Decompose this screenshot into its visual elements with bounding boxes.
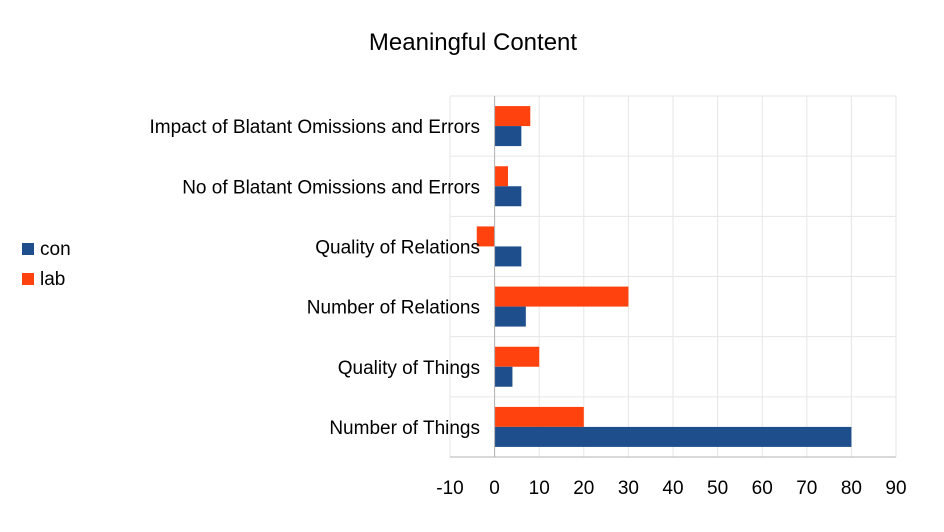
x-tick-label: -10 [436,478,463,499]
bar-con [494,126,522,147]
grid [449,95,897,458]
category-label: Impact of Blatant Omissions and Errors [149,117,480,138]
legend: con lab [22,239,71,290]
x-tick-label: 50 [707,478,728,499]
bars [476,106,852,447]
x-tick-label: 90 [885,478,906,499]
bar-lab [494,286,629,307]
category-label: No of Blatant Omissions and Errors [182,177,480,198]
axes [450,96,896,458]
bar-lab [476,226,495,247]
bar-con [494,306,526,327]
x-tick-labels: -10 0 10 20 30 40 50 60 70 80 90 [436,478,906,499]
x-tick-label: 10 [529,478,550,499]
x-tick-label: 30 [618,478,639,499]
x-tick-label: 0 [489,478,500,499]
legend-label-con: con [40,239,71,260]
category-label: Number of Things [329,418,480,439]
legend-label-lab: lab [40,269,65,290]
chart-title: Meaningful Content [369,29,577,56]
x-tick-label: 40 [662,478,683,499]
bar-lab [494,346,540,367]
legend-swatch-lab [22,273,34,285]
bar-lab [494,406,584,427]
category-labels: Number of Things Quality of Things Number … [149,117,480,439]
x-tick-label: 20 [573,478,594,499]
bar-con [494,366,513,387]
legend-swatch-con [22,243,34,255]
category-label: Quality of Things [338,358,480,379]
category-label: Number of Relations [307,298,480,319]
bar-con [494,186,522,207]
x-tick-label: 60 [752,478,773,499]
bar-lab [494,106,531,127]
category-label: Quality of Relations [315,237,480,258]
bar-lab [494,166,508,187]
x-tick-label: 70 [796,478,817,499]
bar-con [494,246,522,267]
bar-con [494,426,852,447]
x-tick-label: 80 [841,478,862,499]
